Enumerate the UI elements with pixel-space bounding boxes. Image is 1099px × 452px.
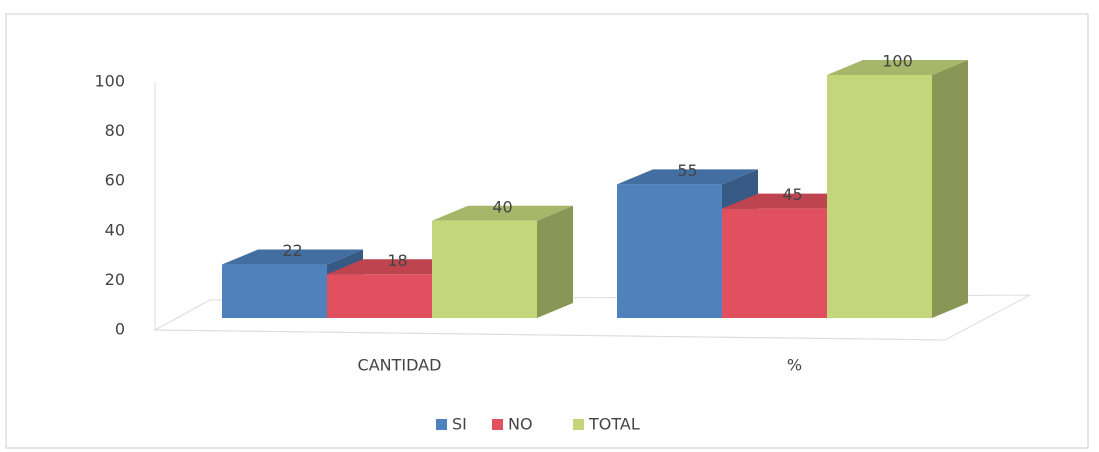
bar bbox=[722, 208, 827, 318]
legend-label: NO bbox=[508, 415, 533, 434]
data-label: 45 bbox=[782, 185, 802, 204]
y-tick-label: 0 bbox=[115, 320, 125, 339]
data-label: 40 bbox=[492, 197, 512, 216]
bar-top bbox=[827, 60, 968, 75]
bar-side bbox=[537, 205, 573, 318]
y-tick-label: 20 bbox=[105, 270, 125, 289]
bar-top bbox=[617, 169, 758, 185]
bar-side bbox=[932, 60, 968, 318]
y-tick-label: 40 bbox=[105, 220, 125, 239]
y-tick-label: 100 bbox=[94, 72, 125, 91]
legend-swatch bbox=[436, 419, 447, 430]
legend-label: SI bbox=[452, 415, 467, 434]
floor bbox=[153, 294, 1031, 341]
legend-label: TOTAL bbox=[588, 415, 640, 434]
data-label: 18 bbox=[387, 251, 407, 270]
data-label: 55 bbox=[677, 161, 697, 180]
bar-top bbox=[222, 249, 363, 265]
bar bbox=[222, 264, 327, 318]
bar bbox=[617, 184, 722, 318]
bar bbox=[327, 274, 432, 318]
bar bbox=[432, 220, 537, 318]
data-label: 22 bbox=[282, 241, 302, 260]
y-tick-label: 80 bbox=[105, 121, 125, 140]
legend-swatch bbox=[492, 419, 503, 430]
x-tick-label: CANTIDAD bbox=[358, 356, 442, 375]
bar-top bbox=[432, 205, 573, 221]
bar bbox=[827, 75, 932, 318]
x-tick-label: % bbox=[787, 356, 802, 375]
data-label: 100 bbox=[882, 52, 913, 71]
legend-swatch bbox=[573, 419, 584, 430]
y-tick-label: 60 bbox=[105, 171, 125, 190]
